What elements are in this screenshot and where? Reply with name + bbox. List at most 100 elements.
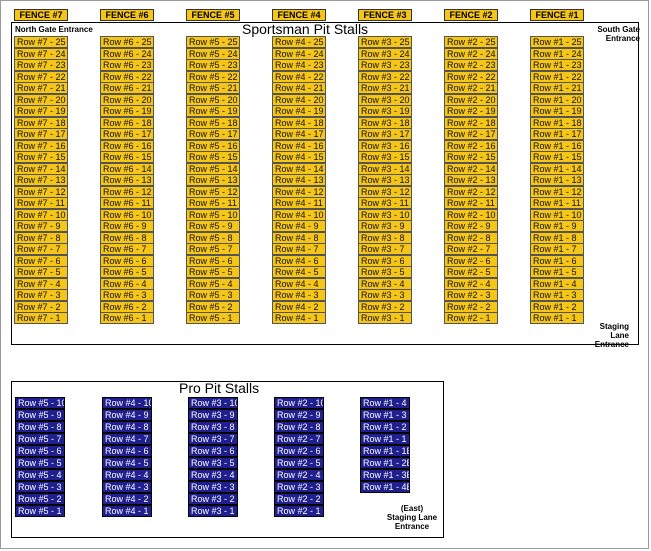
sportsman-stall[interactable]: Row #5 - 19 (186, 105, 240, 117)
sportsman-stall[interactable]: Row #1 - 23 (530, 59, 584, 71)
sportsman-stall[interactable]: Row #4 - 12 (272, 185, 326, 198)
sportsman-stall[interactable]: Row #6 - 10 (100, 208, 154, 221)
sportsman-stall[interactable]: Row #1 - 19 (530, 105, 584, 117)
sportsman-stall[interactable]: Row #6 - 15 (100, 151, 154, 163)
sportsman-stall[interactable]: Row #3 - 6 (358, 254, 412, 267)
sportsman-stall[interactable]: Row #7 - 24 (14, 47, 68, 60)
sportsman-stall[interactable]: Row #4 - 25 (272, 36, 326, 48)
pro-stall[interactable]: Row #5 - 5 (15, 457, 65, 469)
sportsman-stall[interactable]: Row #2 - 1 (444, 312, 498, 324)
sportsman-stall[interactable]: Row #2 - 18 (444, 116, 498, 129)
sportsman-stall[interactable]: Row #1 - 5 (530, 266, 584, 278)
sportsman-stall[interactable]: Row #7 - 17 (14, 128, 68, 140)
sportsman-stall[interactable]: Row #1 - 13 (530, 174, 584, 186)
sportsman-stall[interactable]: Row #5 - 17 (186, 128, 240, 140)
sportsman-stall[interactable]: Row #3 - 1 (358, 312, 412, 324)
sportsman-stall[interactable]: Row #4 - 6 (272, 254, 326, 267)
sportsman-stall[interactable]: Row #5 - 4 (186, 277, 240, 290)
sportsman-stall[interactable]: Row #2 - 20 (444, 93, 498, 106)
pro-stall[interactable]: Row #4 - 6 (102, 445, 152, 457)
pro-stall[interactable]: Row #1 - 4 (360, 397, 410, 409)
sportsman-stall[interactable]: Row #7 - 1 (14, 312, 68, 324)
pro-stall[interactable]: Row #2 - 6 (274, 445, 324, 457)
pro-stall[interactable]: Row #1 - 4B (360, 481, 410, 493)
pro-stall[interactable]: Row #5 - 6 (15, 445, 65, 457)
sportsman-stall[interactable]: Row #7 - 25 (14, 36, 68, 48)
sportsman-stall[interactable]: Row #5 - 10 (186, 208, 240, 221)
sportsman-stall[interactable]: Row #5 - 22 (186, 70, 240, 83)
sportsman-stall[interactable]: Row #2 - 23 (444, 59, 498, 71)
sportsman-stall[interactable]: Row #3 - 3 (358, 289, 412, 301)
sportsman-stall[interactable]: Row #4 - 9 (272, 220, 326, 232)
sportsman-stall[interactable]: Row #3 - 2 (358, 300, 412, 313)
sportsman-stall[interactable]: Row #3 - 15 (358, 151, 412, 163)
sportsman-stall[interactable]: Row #6 - 9 (100, 220, 154, 232)
sportsman-stall[interactable]: Row #1 - 1 (530, 312, 584, 324)
pro-stall[interactable]: Row #3 - 4 (188, 469, 238, 481)
sportsman-stall[interactable]: Row #5 - 25 (186, 36, 240, 48)
sportsman-stall[interactable]: Row #4 - 7 (272, 243, 326, 255)
sportsman-stall[interactable]: Row #1 - 25 (530, 36, 584, 48)
pro-stall[interactable]: Row #2 - 9 (274, 409, 324, 421)
pro-stall[interactable]: Row #3 - 7 (188, 433, 238, 445)
pro-stall[interactable]: Row #1 - 2 (360, 421, 410, 433)
pro-stall[interactable]: Row #2 - 10 (274, 397, 324, 409)
pro-stall[interactable]: Row #3 - 9 (188, 409, 238, 421)
pro-stall[interactable]: Row #2 - 8 (274, 421, 324, 433)
sportsman-stall[interactable]: Row #3 - 9 (358, 220, 412, 232)
pro-stall[interactable]: Row #3 - 3 (188, 481, 238, 493)
sportsman-stall[interactable]: Row #4 - 16 (272, 139, 326, 152)
sportsman-stall[interactable]: Row #5 - 12 (186, 185, 240, 198)
sportsman-stall[interactable]: Row #7 - 9 (14, 220, 68, 232)
pro-stall[interactable]: Row #3 - 5 (188, 457, 238, 469)
sportsman-stall[interactable]: Row #4 - 13 (272, 174, 326, 186)
sportsman-stall[interactable]: Row #2 - 4 (444, 277, 498, 290)
pro-stall[interactable]: Row #4 - 3 (102, 481, 152, 493)
pro-stall[interactable]: Row #5 - 2 (15, 493, 65, 505)
sportsman-stall[interactable]: Row #3 - 4 (358, 277, 412, 290)
sportsman-stall[interactable]: Row #2 - 22 (444, 70, 498, 83)
sportsman-stall[interactable]: Row #1 - 7 (530, 243, 584, 255)
pro-stall[interactable]: Row #1 - 1 (360, 433, 410, 445)
sportsman-stall[interactable]: Row #4 - 18 (272, 116, 326, 129)
sportsman-stall[interactable]: Row #7 - 2 (14, 300, 68, 313)
pro-stall[interactable]: Row #5 - 10 (15, 397, 65, 409)
sportsman-stall[interactable]: Row #7 - 16 (14, 139, 68, 152)
sportsman-stall[interactable]: Row #6 - 18 (100, 116, 154, 129)
pro-stall[interactable]: Row #5 - 1 (15, 505, 65, 517)
sportsman-stall[interactable]: Row #1 - 16 (530, 139, 584, 152)
sportsman-stall[interactable]: Row #4 - 20 (272, 93, 326, 106)
sportsman-stall[interactable]: Row #3 - 11 (358, 197, 412, 209)
sportsman-stall[interactable]: Row #6 - 8 (100, 231, 154, 244)
sportsman-stall[interactable]: Row #7 - 6 (14, 254, 68, 267)
pro-stall[interactable]: Row #1 - 3B (360, 469, 410, 481)
pro-stall[interactable]: Row #4 - 4 (102, 469, 152, 481)
sportsman-stall[interactable]: Row #1 - 8 (530, 231, 584, 244)
pro-stall[interactable]: Row #2 - 4 (274, 469, 324, 481)
sportsman-stall[interactable]: Row #4 - 1 (272, 312, 326, 324)
sportsman-stall[interactable]: Row #5 - 20 (186, 93, 240, 106)
sportsman-stall[interactable]: Row #3 - 20 (358, 93, 412, 106)
sportsman-stall[interactable]: Row #2 - 12 (444, 185, 498, 198)
sportsman-stall[interactable]: Row #7 - 13 (14, 174, 68, 186)
sportsman-stall[interactable]: Row #6 - 13 (100, 174, 154, 186)
sportsman-stall[interactable]: Row #1 - 10 (530, 208, 584, 221)
sportsman-stall[interactable]: Row #1 - 21 (530, 82, 584, 94)
sportsman-stall[interactable]: Row #2 - 24 (444, 47, 498, 60)
sportsman-stall[interactable]: Row #4 - 15 (272, 151, 326, 163)
sportsman-stall[interactable]: Row #3 - 17 (358, 128, 412, 140)
sportsman-stall[interactable]: Row #3 - 16 (358, 139, 412, 152)
sportsman-stall[interactable]: Row #5 - 11 (186, 197, 240, 209)
sportsman-stall[interactable]: Row #7 - 8 (14, 231, 68, 244)
sportsman-stall[interactable]: Row #2 - 8 (444, 231, 498, 244)
sportsman-stall[interactable]: Row #1 - 12 (530, 185, 584, 198)
sportsman-stall[interactable]: Row #4 - 21 (272, 82, 326, 94)
sportsman-stall[interactable]: Row #5 - 16 (186, 139, 240, 152)
sportsman-stall[interactable]: Row #6 - 1 (100, 312, 154, 324)
sportsman-stall[interactable]: Row #5 - 5 (186, 266, 240, 278)
sportsman-stall[interactable]: Row #3 - 22 (358, 70, 412, 83)
sportsman-stall[interactable]: Row #6 - 7 (100, 243, 154, 255)
sportsman-stall[interactable]: Row #7 - 18 (14, 116, 68, 129)
sportsman-stall[interactable]: Row #2 - 19 (444, 105, 498, 117)
sportsman-stall[interactable]: Row #2 - 14 (444, 162, 498, 175)
